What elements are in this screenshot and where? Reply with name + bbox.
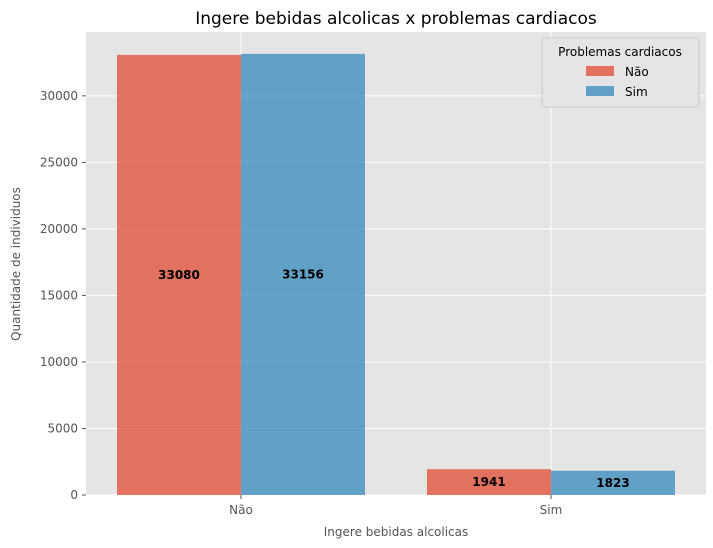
bar-value-label-0-0: 33080 (158, 268, 200, 282)
bars-group (117, 53, 675, 496)
y-tick-label-1: 5000 (47, 421, 78, 435)
y-tick-label-5: 25000 (40, 155, 78, 169)
legend-swatch-1 (586, 86, 614, 96)
y-tick-label-0: 0 (70, 488, 78, 502)
y-tick-label-6: 30000 (40, 89, 78, 103)
legend-label-0: Não (625, 65, 649, 79)
bar-value-label-1-1: 1823 (596, 476, 629, 490)
bar-value-label-0-1: 1941 (472, 475, 505, 489)
bar-value-label-1-0: 33156 (282, 267, 324, 281)
x-axis-label: Ingere bebidas alcolicas (324, 525, 469, 539)
y-axis-ticks: 0 5000 10000 15000 20000 25000 30000 (40, 89, 86, 502)
y-tick-label-2: 10000 (40, 355, 78, 369)
legend-title: Problemas cardiacos (558, 45, 682, 59)
bar-sim-1 (551, 470, 675, 495)
y-tick-label-3: 15000 (40, 288, 78, 302)
y-tick-label-4: 20000 (40, 222, 78, 236)
x-tick-label-1: Sim (540, 503, 563, 517)
x-axis-ticks: Não Sim (229, 495, 562, 517)
y-axis-label: Quantidade de individuos (9, 187, 23, 341)
legend-label-1: Sim (625, 85, 648, 99)
legend-box (541, 37, 700, 108)
bar-labels-group: 33080 1941 33156 1823 (158, 267, 630, 489)
x-tick-label-0: Não (229, 503, 253, 517)
legend: Problemas cardiacos Não Sim (541, 37, 700, 108)
bar-sim-0 (241, 53, 365, 496)
legend-swatch-0 (586, 66, 614, 76)
bar-no-1 (427, 469, 551, 495)
legend-entries: Não Sim (586, 65, 649, 99)
bar-no-0 (117, 54, 241, 495)
chart-title: Ingere bebidas alcolicas x problemas car… (195, 9, 597, 29)
